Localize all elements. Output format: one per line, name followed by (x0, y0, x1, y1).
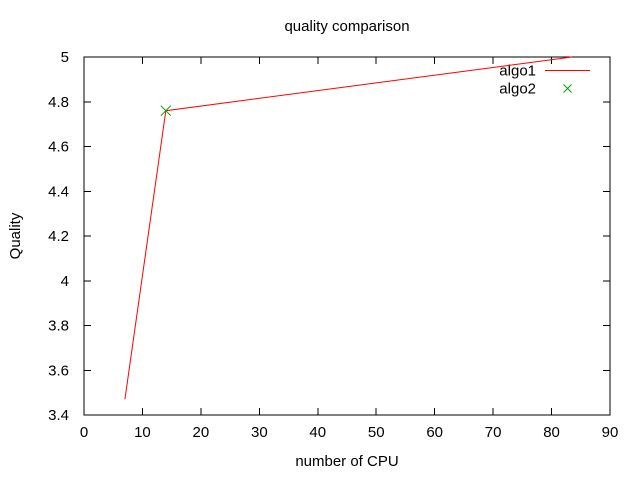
x-tick-label: 30 (251, 424, 268, 441)
y-axis-label: Quality (7, 212, 24, 259)
data-series (124, 56, 573, 400)
y-tick-label: 4 (61, 273, 69, 290)
x-tick-label: 60 (426, 424, 443, 441)
y-tick-label: 4.8 (48, 94, 69, 111)
x-tick-label: 80 (543, 424, 560, 441)
x-tick-label: 50 (368, 424, 385, 441)
series-marker-algo2 (160, 105, 172, 117)
x-tick-label: 0 (80, 424, 88, 441)
plot-border (83, 56, 611, 416)
x-tick-label: 20 (193, 424, 210, 441)
x-tick-label: 10 (134, 424, 151, 441)
x-tick-label: 70 (485, 424, 502, 441)
y-tick-label: 3.8 (48, 318, 69, 335)
x-tick-label: 90 (602, 424, 619, 441)
x-axis-label: number of CPU (295, 453, 398, 470)
y-tick-label: 4.4 (48, 183, 69, 200)
chart-title: quality comparison (284, 18, 409, 35)
y-tick-label: 5 (61, 49, 69, 66)
legend-label-algo2: algo2 (499, 81, 536, 98)
legend-sample-algo2 (563, 84, 572, 93)
y-tick-label: 4.6 (48, 139, 69, 156)
axes: 0 10 20 30 40 50 60 70 80 90 3.4 3.6 3.8 4 4.2 4.4 4.6 4.… (48, 49, 618, 441)
series-line-algo1 (124, 56, 573, 400)
x-tick-label: 40 (309, 424, 326, 441)
y-tick-label: 3.4 (48, 407, 69, 424)
legend-label-algo1: algo1 (499, 63, 536, 80)
y-tick-label: 3.6 (48, 362, 69, 379)
y-tick-label: 4.2 (48, 228, 69, 245)
